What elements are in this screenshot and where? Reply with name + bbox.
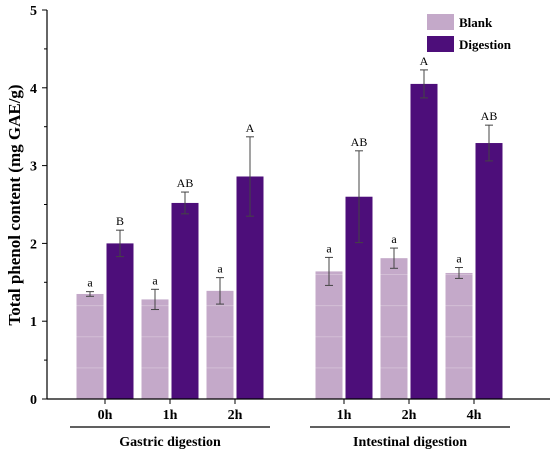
x-tick-label: 2h [228,408,243,423]
legend: Blank Digestion [427,14,512,52]
y-axis-label: Total phenol content (mg GAE/g) [5,84,24,325]
bar-blank-2 [142,299,169,399]
bar-digestion-2 [172,203,199,399]
bar-digestion-5 [411,84,438,399]
y-tick-label: 4 [30,82,37,97]
bar-blank-6 [446,273,473,399]
legend-label-blank: Blank [459,15,493,30]
significance-label-digestion-2: AB [177,176,194,190]
bar-blank-1 [77,294,104,399]
y-tick-label: 2 [30,237,37,252]
significance-label-digestion-1: B [116,214,124,228]
legend-swatch-blank [427,14,454,30]
significance-label-blank-2: a [152,273,158,287]
group-label: Gastric digestion [119,435,221,450]
bar-blank-3 [207,291,234,399]
significance-label-blank-4: a [326,241,332,255]
bar-blank-5 [381,258,408,399]
bar-digestion-6 [476,143,503,399]
significance-label-digestion-6: AB [481,109,498,123]
legend-label-digestion: Digestion [459,37,512,52]
bar-blank-4 [316,271,343,399]
significance-label-blank-3: a [217,262,223,276]
x-tick-label: 1h [337,408,352,423]
bars-layer: a Ba AB a Aa AB a Aa AB [77,54,503,399]
y-tick-label: 1 [30,315,37,330]
x-tick-label: 2h [402,408,417,423]
significance-label-blank-5: a [391,232,397,246]
significance-label-digestion-4: AB [351,135,368,149]
y-tick-label: 0 [30,393,37,408]
x-tick-label: 0h [98,408,113,423]
group-label: Intestinal digestion [353,435,467,450]
significance-label-blank-6: a [456,252,462,266]
x-tick-label: 1h [163,408,178,423]
x-tick-label: 4h [467,408,482,423]
significance-label-digestion-5: A [420,54,429,68]
significance-label-blank-1: a [87,276,93,290]
significance-label-digestion-3: A [246,121,255,135]
y-tick-label: 3 [30,160,37,175]
legend-swatch-digestion [427,36,454,52]
y-tick-label: 5 [30,4,37,19]
bar-digestion-1 [107,243,134,399]
